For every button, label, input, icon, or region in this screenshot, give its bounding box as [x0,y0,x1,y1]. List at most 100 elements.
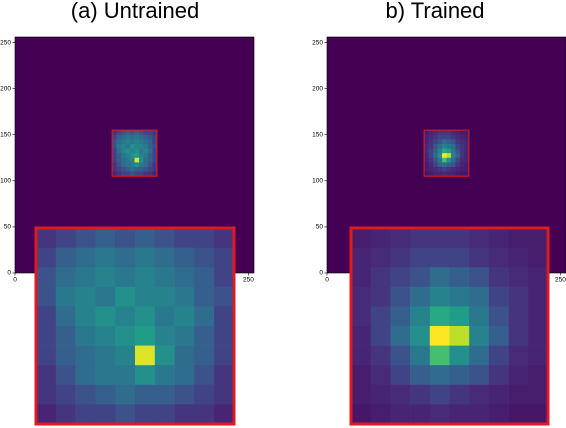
heatmap-cell [121,143,126,149]
heatmap-cell [437,148,443,154]
zoom-cell [390,365,411,386]
heatmap-cell [112,143,117,149]
zoom-cell [370,365,391,386]
zoom-cell [449,345,470,366]
heatmap-cell [455,143,461,149]
zoom-cell [55,228,76,248]
zoom-cell [194,247,215,268]
heatmap-cell [442,139,447,145]
zoom-cell [429,345,450,366]
zoom-cell [135,345,156,366]
heatmap-cell [134,148,140,154]
heatmap-cell [152,139,158,145]
heatmap-cell [437,143,443,149]
heatmap-cell [152,148,158,154]
zoom-cell [154,326,175,346]
heatmap-cell [455,148,461,154]
zoom-cell [55,345,76,366]
heatmap-cell [121,166,126,172]
heatmap-cell [112,157,117,163]
zoom-cell [36,384,57,405]
zoom-cell [429,228,450,248]
zoom-cell [194,286,215,307]
heatmap-cell [442,130,447,136]
zoom-box [423,129,470,177]
heatmap-cell [446,171,452,177]
heatmap-cell [464,139,470,145]
zoom-cell [410,286,431,307]
heatmap-cell [459,157,465,163]
zoom-cell [351,247,371,268]
heatmap-cell [433,153,438,159]
zoom-cell [351,404,371,425]
zoom-cell [410,228,431,248]
zoom-cell [36,326,57,346]
zoom-cell [174,306,195,327]
zoom-cell [429,404,450,425]
y-tick-label: 200 [0,85,11,92]
heatmap-cell [450,166,456,172]
heatmap-cell [130,130,135,136]
heatmap-cell [138,166,144,172]
heatmap-cell [459,153,465,159]
zoom-cell [115,384,136,405]
zoom-cell [36,286,57,307]
heatmap-cell [433,148,438,154]
zoom-cell [95,365,116,386]
heatmap-cell [125,153,131,159]
zoom-cell [95,267,116,288]
heatmap-cell [125,166,131,172]
zoom-cell [370,267,391,288]
zoom-cell [469,326,490,346]
heatmap-cell [147,134,153,140]
heatmap-cell [147,157,153,163]
zoom-cell [95,326,116,346]
heatmap-cell [464,134,470,140]
heatmap-cell [116,153,122,159]
zoom-cell [390,384,411,405]
zoom-cell [135,365,156,386]
zoom-cell [508,267,529,288]
zoom-cell [370,384,391,405]
zoom-cell [75,365,96,386]
heatmap-cell [446,166,452,172]
zoom-cell [55,267,76,288]
zoom-cell [449,267,470,288]
zoom-cell [194,404,215,425]
zoom-cell [528,286,549,307]
heatmap-cell [442,134,447,140]
zoom-cell [174,228,195,248]
heatmap-cell [121,162,126,168]
zoom-cell [449,228,470,248]
zoom-cell [528,404,549,425]
heatmap-cell [125,134,131,140]
heatmap-cell [121,153,126,159]
zoom-cell [154,228,175,248]
zoom-cell [214,384,235,405]
heatmap-cell [433,157,438,163]
heatmap-cell [143,166,149,172]
heatmap-cell [446,148,452,154]
zoom-cell [449,306,470,327]
heatmap-cell [450,162,456,168]
zoom-cell [390,228,411,248]
zoom-cell [469,267,490,288]
zoom-cell [429,365,450,386]
zoom-cell [449,326,470,346]
heatmap-cell [464,162,470,168]
zoom-cell [115,247,136,268]
heatmap-cell [147,162,153,168]
y-tick-label: 100 [0,178,11,185]
zoom-cell [351,345,371,366]
heatmap-cell [455,166,461,172]
heatmap-cell [450,139,456,145]
zoom-cell [390,247,411,268]
zoom-cell [36,365,57,386]
zoom-cell [528,267,549,288]
heatmap-cell [147,148,153,154]
heatmap-cell [450,130,456,136]
heatmap-cell [152,153,158,159]
zoom-cell [154,345,175,366]
zoom-cell [528,384,549,405]
